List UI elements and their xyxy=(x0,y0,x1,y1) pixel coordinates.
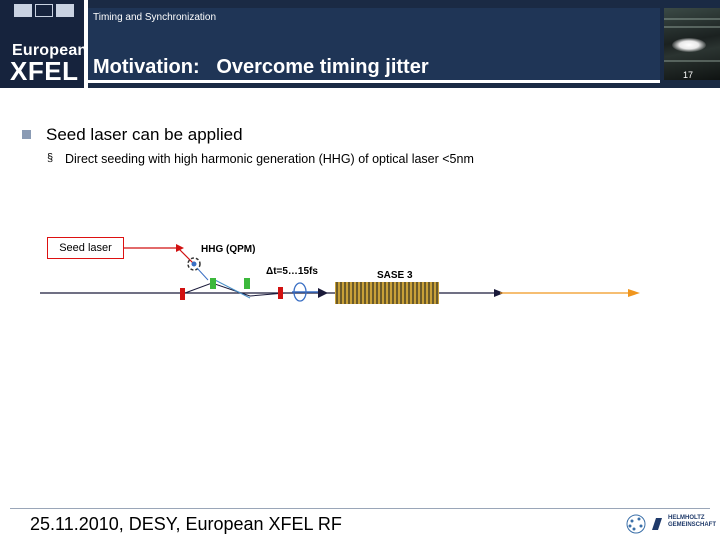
bullet-text: Direct seeding with high harmonic genera… xyxy=(65,152,474,166)
section-title: Timing and Synchronization xyxy=(93,12,217,23)
header-divider xyxy=(84,0,88,88)
footer-logos xyxy=(626,514,662,534)
sase3-label: SASE 3 xyxy=(377,270,413,281)
header-photo xyxy=(664,8,720,80)
page-number: 17 xyxy=(683,70,694,80)
header-title-panel xyxy=(88,8,660,80)
european-xfel-logo: European XFEL xyxy=(0,0,88,88)
quadrupole-magnet xyxy=(244,278,250,289)
jitter-label: Δt=5…15fs xyxy=(266,266,318,277)
slide-title: Motivation: Overcome timing jitter xyxy=(93,56,429,78)
seed-beam-arrowhead xyxy=(176,244,184,252)
dipole-magnet xyxy=(180,288,185,300)
helmholtz-logo-text: HELMHOLTZ GEMEINSCHAFT xyxy=(668,515,716,528)
sase3-undulator xyxy=(335,282,439,304)
electron-exit-arrowhead xyxy=(494,289,504,297)
seed-beam-diagonal xyxy=(177,247,195,265)
partner-globe-icon xyxy=(626,514,646,534)
hhg-source-icon xyxy=(187,257,201,271)
footer-text: 25.11.2010, DESY, European XFEL RF xyxy=(30,514,342,534)
quadrupole-magnet xyxy=(210,278,216,289)
dipole-magnet xyxy=(278,287,283,299)
logo-text-european: European xyxy=(12,42,88,59)
seeding-diagram xyxy=(40,244,640,304)
helmholtz-mark-icon xyxy=(652,518,662,530)
hhg-label: HHG (QPM) xyxy=(201,244,256,255)
header-underline xyxy=(88,80,660,83)
seed-laser-box: Seed laser xyxy=(47,237,124,259)
bullet-level-1: Seed laser can be applied xyxy=(22,125,243,145)
xray-arrowhead xyxy=(628,289,640,297)
bullet-square-icon xyxy=(22,130,31,139)
hhg-beam xyxy=(196,267,209,281)
chicane-path xyxy=(184,282,286,297)
bullet-level-2: § Direct seeding with high harmonic gene… xyxy=(47,152,474,166)
bullet-text: Seed laser can be applied xyxy=(46,125,243,144)
logo-text-xfel: XFEL xyxy=(10,56,79,86)
beam-arrowhead xyxy=(318,288,328,298)
logo-squares xyxy=(14,4,77,22)
bullet-marker-icon: § xyxy=(47,152,54,164)
footer-divider xyxy=(10,508,710,509)
